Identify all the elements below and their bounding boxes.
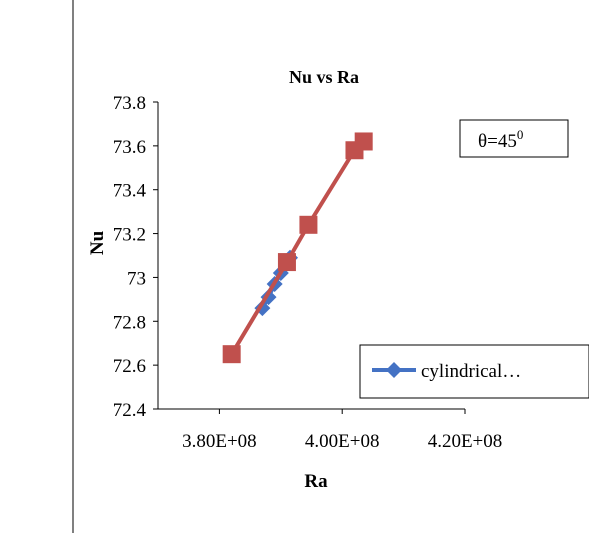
y-tick-label-1: 72.6	[113, 356, 146, 377]
y-tick-label-7: 73.8	[113, 93, 146, 114]
y-tick-label-5: 73.4	[113, 181, 147, 202]
series-1-line	[229, 140, 366, 356]
series-1-point-0	[222, 345, 241, 364]
legend: cylindrical…	[359, 344, 589, 399]
legend-series-label: cylindrical…	[421, 361, 521, 382]
series-layer	[222, 132, 373, 364]
x-axis-label: Ra	[304, 471, 328, 492]
legend-key	[372, 362, 416, 378]
y-axis-label: Nu	[87, 230, 108, 255]
annotation-text: θ=450	[478, 127, 523, 152]
y-tick-label-6: 73.6	[113, 137, 146, 158]
y-tick-label-4: 73.2	[113, 225, 146, 246]
series-1	[222, 132, 373, 364]
chart-title: Nu vs Ra	[289, 67, 359, 87]
series-1-point-4	[354, 132, 373, 151]
y-tick-label-3: 73	[127, 268, 146, 289]
annotation-superscript: 0	[517, 127, 524, 142]
x-tick-label-1: 4.00E+08	[305, 431, 380, 452]
y-tick-label-2: 72.8	[113, 312, 146, 333]
annotation-box	[459, 119, 569, 158]
x-tick-label-2: 4.20E+08	[428, 431, 503, 452]
axes: 72.4 72.6 72.8 73 73.2 73.4 73.6 73.8 3.80E+08 4.…	[113, 93, 503, 452]
x-tick-label-0: 3.80E+08	[182, 431, 257, 452]
angle-annotation: θ=450	[459, 119, 569, 158]
y-tick-label-0: 72.4	[113, 400, 147, 421]
series-1-point-1	[277, 253, 296, 272]
legend-key-marker	[386, 362, 402, 378]
series-1-point-2	[299, 215, 318, 234]
